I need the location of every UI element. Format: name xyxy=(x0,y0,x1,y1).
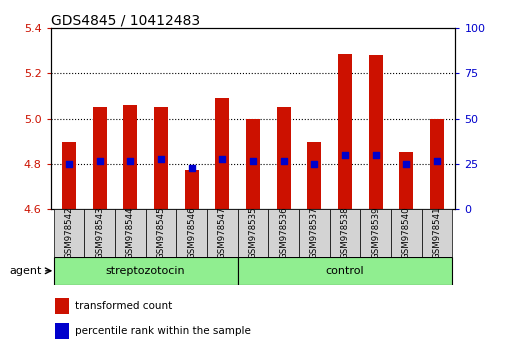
Text: control: control xyxy=(325,266,364,276)
Bar xyxy=(390,209,421,257)
Bar xyxy=(55,323,69,339)
Text: GSM978539: GSM978539 xyxy=(371,206,379,259)
Point xyxy=(432,159,440,164)
Text: GSM978536: GSM978536 xyxy=(279,206,287,259)
Text: agent: agent xyxy=(10,266,42,276)
Bar xyxy=(337,54,351,209)
Bar xyxy=(184,170,198,209)
Bar xyxy=(176,209,207,257)
Text: GSM978546: GSM978546 xyxy=(187,206,196,259)
Bar xyxy=(207,209,237,257)
Bar xyxy=(215,98,229,209)
Text: transformed count: transformed count xyxy=(75,301,172,311)
Point xyxy=(401,161,410,167)
Bar xyxy=(54,257,237,285)
Text: GSM978543: GSM978543 xyxy=(95,206,104,259)
Point xyxy=(248,159,257,164)
Bar xyxy=(360,209,390,257)
Point xyxy=(218,156,226,162)
Text: percentile rank within the sample: percentile rank within the sample xyxy=(75,326,250,336)
Point xyxy=(371,152,379,158)
Bar xyxy=(84,209,115,257)
Bar xyxy=(115,209,145,257)
Text: GSM978537: GSM978537 xyxy=(309,206,318,259)
Bar xyxy=(154,107,168,209)
Bar xyxy=(237,209,268,257)
Text: GSM978540: GSM978540 xyxy=(401,206,410,259)
Text: GSM978542: GSM978542 xyxy=(64,206,73,259)
Bar xyxy=(298,209,329,257)
Point xyxy=(95,158,104,164)
Point xyxy=(126,158,134,164)
Bar xyxy=(276,107,290,209)
Text: GSM978544: GSM978544 xyxy=(126,206,134,259)
Bar xyxy=(92,107,107,209)
Bar xyxy=(421,209,451,257)
Bar xyxy=(54,209,84,257)
Bar xyxy=(145,209,176,257)
Text: GSM978545: GSM978545 xyxy=(156,206,165,259)
Bar xyxy=(268,209,298,257)
Text: GSM978547: GSM978547 xyxy=(218,206,226,259)
Point xyxy=(310,161,318,167)
Point xyxy=(340,152,348,158)
Point xyxy=(279,159,287,164)
Text: GSM978541: GSM978541 xyxy=(432,206,441,259)
Bar xyxy=(62,142,76,209)
Bar xyxy=(123,104,137,209)
Bar xyxy=(245,119,260,209)
Bar xyxy=(368,55,382,209)
Bar xyxy=(307,142,321,209)
Bar xyxy=(237,257,451,285)
Text: GDS4845 / 10412483: GDS4845 / 10412483 xyxy=(50,13,199,27)
Text: streptozotocin: streptozotocin xyxy=(106,266,185,276)
Bar xyxy=(329,209,360,257)
Point xyxy=(187,165,195,171)
Bar xyxy=(55,298,69,314)
Point xyxy=(65,161,73,167)
Point xyxy=(157,156,165,162)
Bar xyxy=(429,119,443,209)
Text: GSM978535: GSM978535 xyxy=(248,206,257,259)
Bar xyxy=(398,152,413,209)
Text: GSM978538: GSM978538 xyxy=(340,206,349,259)
